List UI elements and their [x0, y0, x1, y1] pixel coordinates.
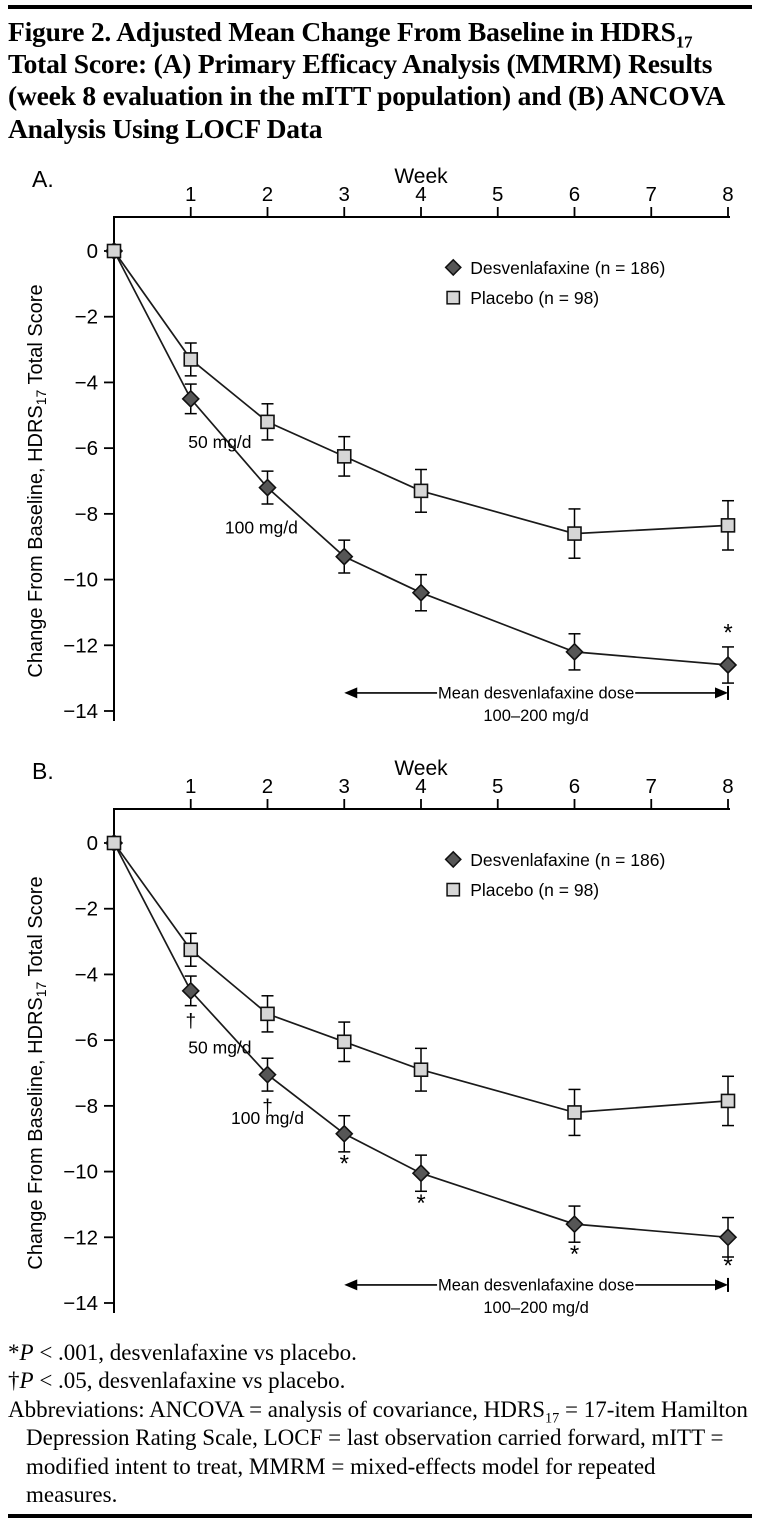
error-bars [184, 341, 734, 684]
svg-text:50 mg/d: 50 mg/d [188, 432, 251, 452]
bottom-rule [8, 1513, 752, 1518]
svg-text:Change From Baseline, HDRS17 T: Change From Baseline, HDRS17 Total Score [25, 284, 49, 677]
axes: A. Week 1 2 3 4 5 6 7 8 0 −2 −4 −6 −8 −10 −12 −14 Change F… [25, 165, 734, 723]
svg-text:3: 3 [339, 183, 350, 206]
svg-text:6: 6 [569, 183, 580, 206]
svg-text:−12: −12 [63, 1226, 98, 1249]
svg-text:8: 8 [722, 183, 733, 206]
svg-text:5: 5 [492, 183, 503, 206]
svg-text:−4: −4 [75, 963, 98, 986]
svg-text:1: 1 [185, 183, 196, 206]
svg-text:*: * [416, 1190, 425, 1217]
svg-text:7: 7 [646, 775, 657, 798]
svg-text:−6: −6 [75, 1029, 98, 1052]
svg-text:−4: −4 [75, 371, 98, 394]
footnote-p-001: *P < .001, desvenlafaxine vs placebo. [8, 1339, 752, 1368]
svg-text:100 mg/d: 100 mg/d [225, 517, 298, 537]
svg-text:*: * [723, 1252, 732, 1279]
svg-text:4: 4 [415, 183, 426, 206]
svg-text:†: † [262, 1096, 273, 1117]
footnotes: *P < .001, desvenlafaxine vs placebo. †P… [8, 1339, 752, 1510]
svg-text:2: 2 [262, 183, 273, 206]
legend: Desvenlafaxine (n = 186) Placebo (n = 98) [444, 258, 665, 308]
figure-title-subscript: 17 [675, 32, 693, 52]
footnote-p-05-marker: † [8, 1368, 20, 1394]
chart-panel-b: B. Week 1 2 3 4 5 6 7 8 0 −2 −4 −6 −8 −10 −12 −14 Change F… [25, 757, 738, 1317]
svg-text:50 mg/d: 50 mg/d [188, 1037, 251, 1057]
footnote-p-05: †P < .05, desvenlafaxine vs placebo. [8, 1367, 752, 1396]
svg-text:8: 8 [722, 775, 733, 798]
svg-text:6: 6 [569, 775, 580, 798]
svg-text:*: * [570, 1241, 579, 1268]
svg-text:Placebo (n = 98): Placebo (n = 98) [470, 288, 599, 308]
svg-text:100–200 mg/d: 100–200 mg/d [483, 707, 589, 725]
abbreviations-text-cont: = 17-item Hamilton Depression Rating Sca… [26, 1396, 748, 1508]
svg-text:100–200 mg/d: 100–200 mg/d [483, 1299, 589, 1317]
figure-title-text-cont: Total Score: (A) Primary Efficacy Analys… [8, 48, 724, 144]
x-axis-title: Week [394, 165, 448, 188]
axes: B. Week 1 2 3 4 5 6 7 8 0 −2 −4 −6 −8 −10 −12 −14 Change F… [25, 757, 734, 1315]
svg-text:−8: −8 [75, 1095, 98, 1118]
svg-text:*: * [723, 619, 732, 646]
figure-title-text: Figure 2. Adjusted Mean Change From Base… [8, 16, 676, 47]
svg-text:Placebo (n = 98): Placebo (n = 98) [470, 880, 599, 900]
svg-text:Mean desvenlafaxine dose: Mean desvenlafaxine dose [438, 1276, 634, 1294]
abbreviations-subscript: 17 [545, 1410, 560, 1427]
markers [104, 241, 738, 674]
svg-text:0: 0 [87, 240, 98, 263]
svg-text:*: * [340, 1150, 349, 1177]
svg-text:5: 5 [492, 775, 503, 798]
svg-text:†: † [185, 1011, 196, 1032]
footnote-p-001-text: < .001, desvenlafaxine vs placebo. [33, 1339, 357, 1365]
svg-text:7: 7 [646, 183, 657, 206]
svg-text:1: 1 [185, 775, 196, 798]
footnote-p-001-marker: * [8, 1339, 20, 1365]
error-bars [184, 932, 734, 1258]
svg-text:100 mg/d: 100 mg/d [231, 1108, 304, 1128]
svg-text:3: 3 [339, 775, 350, 798]
panel-label: B. [32, 758, 54, 784]
svg-text:4: 4 [415, 775, 426, 798]
svg-text:Desvenlafaxine (n = 186): Desvenlafaxine (n = 186) [470, 258, 665, 278]
svg-text:−14: −14 [63, 700, 98, 723]
svg-text:−12: −12 [63, 634, 98, 657]
svg-text:−10: −10 [63, 1160, 98, 1183]
markers [104, 833, 738, 1247]
top-rule [8, 5, 752, 9]
annotations: 50 mg/d 100 mg/d * Mean desvenlafaxine dose… [188, 432, 732, 725]
footnote-p-05-p: P [19, 1368, 34, 1394]
svg-text:−6: −6 [75, 437, 98, 460]
abbreviations: Abbreviations: ANCOVA = analysis of cova… [8, 1396, 752, 1510]
svg-text:−10: −10 [63, 568, 98, 591]
svg-text:−2: −2 [75, 897, 98, 920]
svg-text:Change From Baseline, HDRS17 T: Change From Baseline, HDRS17 Total Score [25, 876, 49, 1269]
footnote-p-001-p: P [19, 1339, 34, 1365]
svg-text:0: 0 [87, 832, 98, 855]
chart-panel-a: A. Week 1 2 3 4 5 6 7 8 0 −2 −4 −6 −8 −10 −12 −14 Change F… [25, 165, 738, 725]
svg-text:−8: −8 [75, 503, 98, 526]
figure-title: Figure 2. Adjusted Mean Change From Base… [8, 16, 752, 145]
svg-text:−2: −2 [75, 305, 98, 328]
svg-text:−14: −14 [63, 1292, 98, 1315]
legend: Desvenlafaxine (n = 186) Placebo (n = 98) [444, 850, 665, 900]
svg-text:2: 2 [262, 775, 273, 798]
abbreviations-text: Abbreviations: ANCOVA = analysis of cova… [8, 1396, 546, 1422]
svg-text:Desvenlafaxine (n = 186): Desvenlafaxine (n = 186) [470, 850, 665, 870]
footnote-p-05-text: < .05, desvenlafaxine vs placebo. [33, 1368, 346, 1394]
x-axis-title: Week [394, 757, 448, 780]
panel-label: A. [32, 166, 54, 192]
svg-text:Mean desvenlafaxine dose: Mean desvenlafaxine dose [438, 684, 634, 702]
